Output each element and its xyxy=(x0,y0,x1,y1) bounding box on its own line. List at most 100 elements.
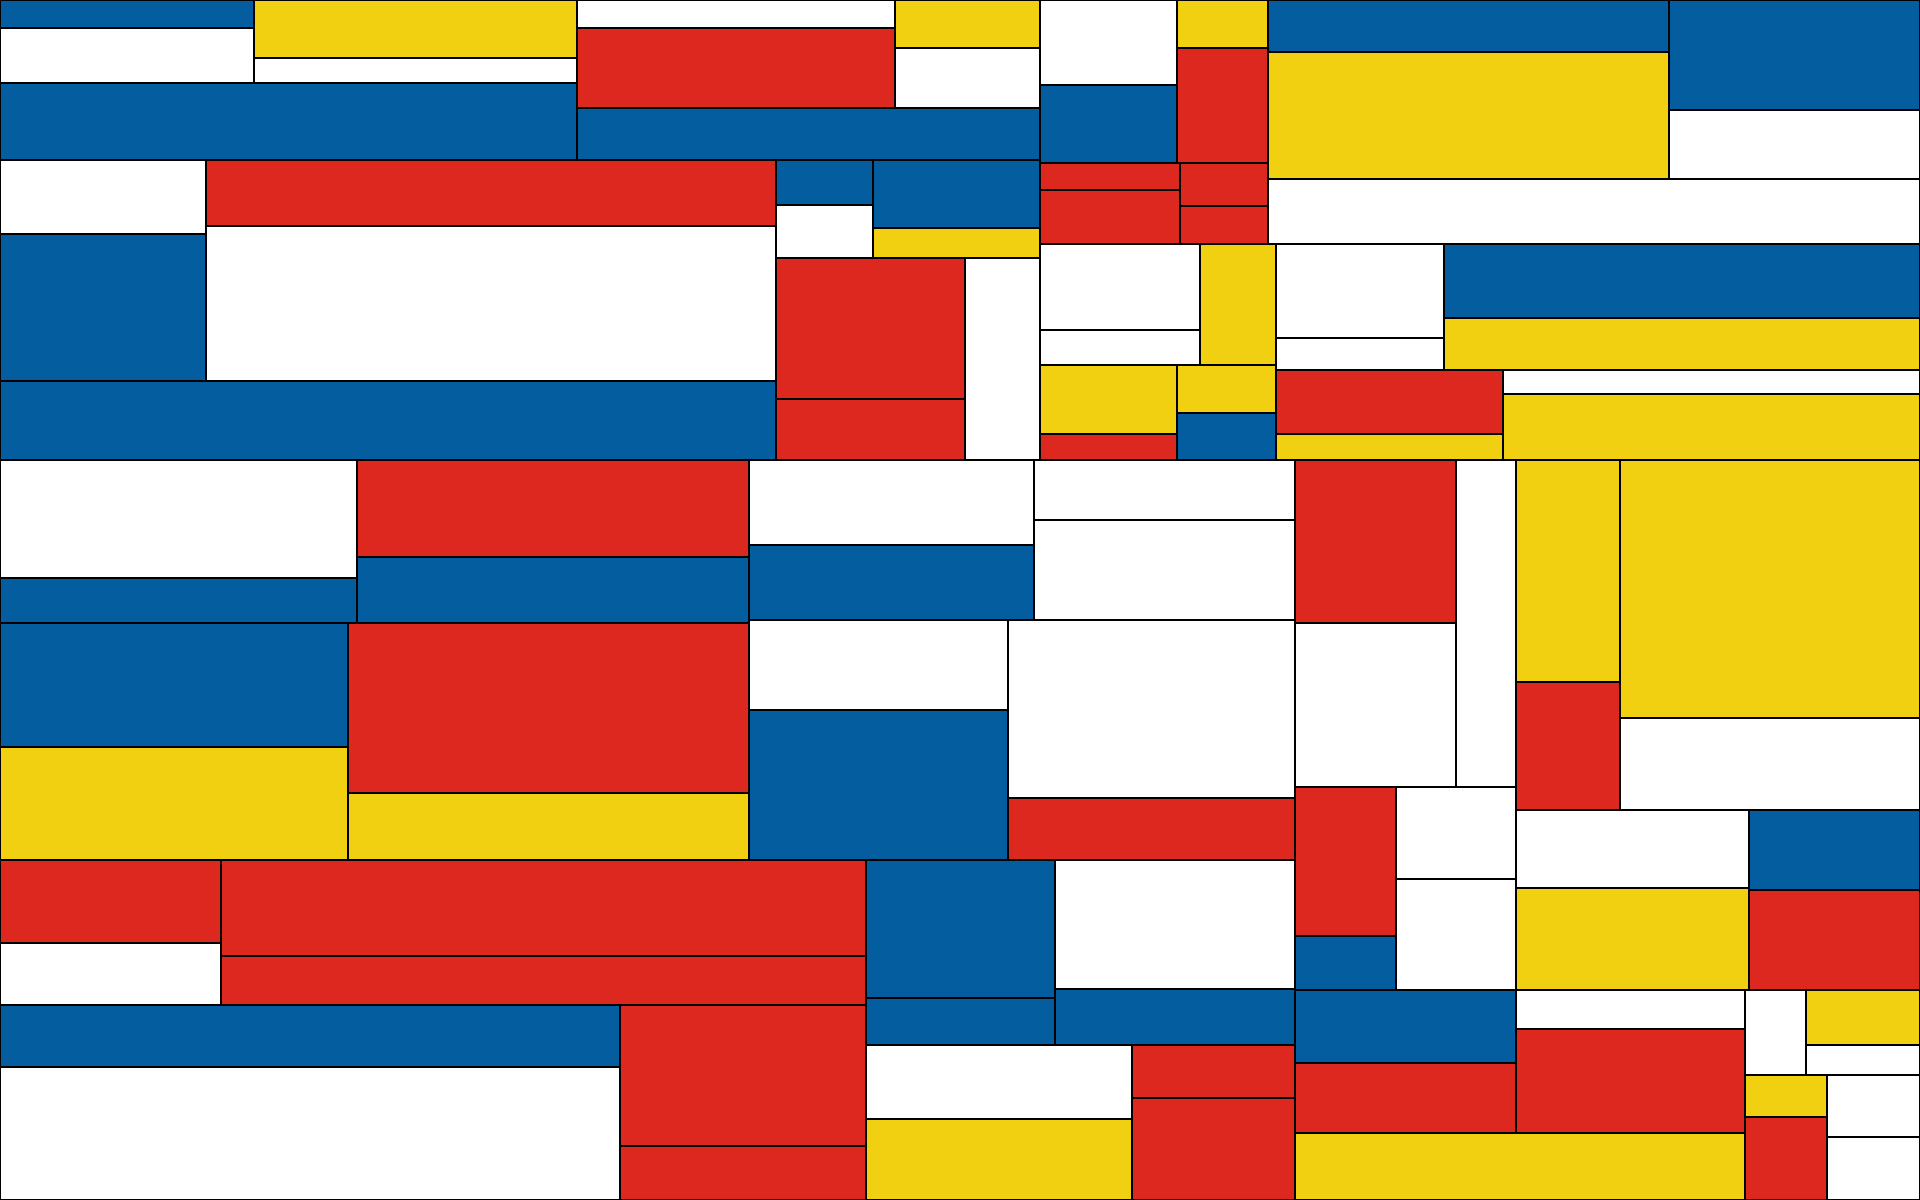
color-block xyxy=(1276,338,1444,370)
color-block xyxy=(254,58,577,83)
color-block xyxy=(1200,244,1276,365)
color-block xyxy=(1444,318,1920,370)
color-block xyxy=(749,545,1034,620)
color-block xyxy=(1745,1117,1827,1200)
color-block xyxy=(0,234,206,381)
color-block xyxy=(1008,620,1295,798)
color-block xyxy=(1177,413,1276,460)
color-block xyxy=(1444,244,1920,318)
color-block xyxy=(1516,888,1749,990)
color-block xyxy=(620,1005,866,1146)
color-block xyxy=(357,557,749,623)
color-block xyxy=(866,860,1055,998)
color-block xyxy=(776,399,965,460)
color-block xyxy=(749,460,1034,545)
color-block xyxy=(866,1045,1132,1119)
color-block xyxy=(1827,1075,1920,1137)
color-block xyxy=(1180,163,1268,206)
color-block xyxy=(1669,110,1920,179)
color-block xyxy=(1040,330,1200,365)
color-block xyxy=(1745,1075,1827,1117)
color-block xyxy=(357,460,749,557)
color-block xyxy=(776,160,873,205)
color-block xyxy=(1040,434,1177,460)
color-block xyxy=(0,747,348,860)
color-block xyxy=(1516,460,1620,682)
color-block xyxy=(1040,85,1177,163)
color-block xyxy=(1295,1133,1745,1200)
color-block xyxy=(254,0,577,58)
color-block xyxy=(895,48,1040,108)
color-block xyxy=(1276,244,1444,338)
color-block xyxy=(0,28,254,83)
color-block xyxy=(1040,0,1177,85)
color-block xyxy=(0,160,206,234)
color-block xyxy=(348,623,749,793)
color-block xyxy=(1177,365,1276,413)
color-block xyxy=(0,460,357,578)
color-block xyxy=(0,1005,620,1067)
color-block xyxy=(1456,460,1516,787)
color-block xyxy=(348,793,749,860)
color-block xyxy=(206,226,776,381)
color-block xyxy=(1503,394,1920,460)
color-block xyxy=(0,0,254,28)
color-block xyxy=(1295,990,1516,1063)
color-block xyxy=(0,860,221,943)
color-block xyxy=(1516,810,1749,888)
color-block xyxy=(1806,1045,1920,1075)
color-block xyxy=(0,623,348,747)
color-block xyxy=(1295,623,1456,787)
color-block xyxy=(1620,460,1920,718)
color-block xyxy=(1503,370,1920,394)
color-block xyxy=(1749,890,1920,990)
color-block xyxy=(1295,460,1456,623)
color-block xyxy=(1040,365,1177,434)
color-block xyxy=(1806,990,1920,1045)
color-block xyxy=(1276,434,1503,460)
color-block xyxy=(1040,163,1180,190)
color-block xyxy=(1008,798,1295,860)
color-block xyxy=(873,228,1040,258)
color-block xyxy=(1180,206,1268,244)
color-block xyxy=(1396,787,1516,879)
color-block xyxy=(1040,244,1200,330)
color-block xyxy=(1745,990,1806,1075)
color-block xyxy=(1620,718,1920,810)
color-block xyxy=(221,956,866,1005)
color-block xyxy=(1669,0,1920,110)
color-block xyxy=(866,1119,1132,1200)
color-block xyxy=(0,1067,620,1200)
color-block xyxy=(0,381,776,460)
color-block xyxy=(1396,879,1516,990)
color-block xyxy=(1040,190,1180,244)
color-block xyxy=(1055,860,1295,989)
color-block xyxy=(1295,936,1396,990)
color-block xyxy=(1516,682,1620,810)
color-block xyxy=(0,83,577,160)
color-block xyxy=(1132,1098,1295,1200)
color-block xyxy=(965,258,1040,460)
color-block xyxy=(577,108,1040,160)
color-block xyxy=(1055,989,1295,1045)
color-block xyxy=(1268,179,1920,244)
color-block xyxy=(1034,460,1295,520)
color-block xyxy=(1516,990,1745,1029)
color-block xyxy=(1268,0,1669,52)
color-block xyxy=(1034,520,1295,620)
color-block xyxy=(0,943,221,1005)
color-block xyxy=(749,710,1008,860)
color-block xyxy=(577,0,895,28)
color-block xyxy=(1276,370,1503,434)
color-block xyxy=(206,160,776,226)
color-block xyxy=(221,860,866,956)
color-block xyxy=(776,205,873,258)
color-block xyxy=(620,1146,866,1200)
color-block xyxy=(0,578,357,623)
color-block xyxy=(577,28,895,108)
color-block xyxy=(1749,810,1920,890)
color-block xyxy=(1177,0,1268,48)
color-block xyxy=(1268,52,1669,179)
color-block xyxy=(1132,1045,1295,1098)
